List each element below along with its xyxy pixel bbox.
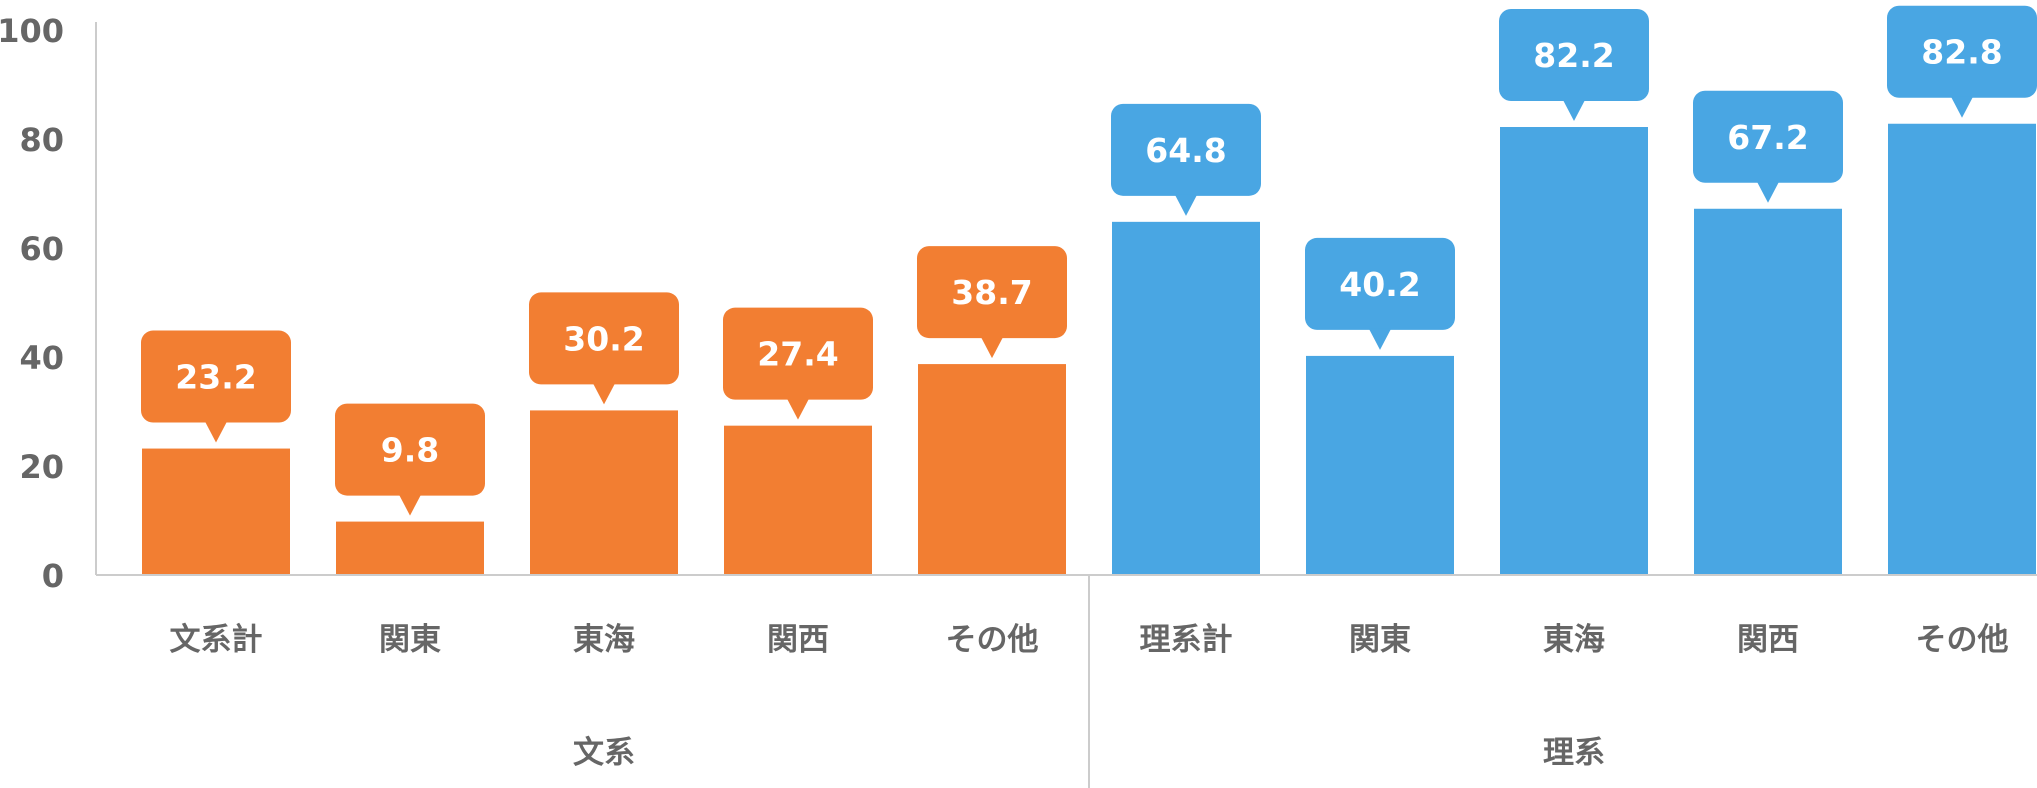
bar xyxy=(530,410,678,575)
x-tick-label: 関東 xyxy=(1349,622,1411,658)
y-tick-label: 20 xyxy=(19,448,64,486)
x-tick-label: 関西 xyxy=(767,622,829,658)
y-tick-label: 0 xyxy=(42,557,64,595)
bar xyxy=(336,521,484,575)
x-tick-label: 理系計 xyxy=(1140,622,1233,658)
bar xyxy=(1112,221,1260,575)
data-label: 30.2 xyxy=(563,319,644,358)
data-label: 40.2 xyxy=(1339,265,1420,304)
data-label: 64.8 xyxy=(1145,131,1226,170)
data-label-pointer xyxy=(981,337,1003,359)
data-label-pointer xyxy=(787,398,809,420)
data-label: 82.8 xyxy=(1921,33,2002,72)
x-tick-label: 東海 xyxy=(1543,622,1605,658)
bars xyxy=(142,123,2036,576)
data-labels: 23.2 9.8 30.2 27.4 38.7 64.8 40.2 82.2 67.2 82.8 xyxy=(141,5,2037,516)
y-tick-label: 100 xyxy=(0,12,64,50)
data-label-bubble xyxy=(1499,9,1649,102)
data-label-bubble xyxy=(917,246,1067,339)
data-label: 67.2 xyxy=(1727,118,1808,157)
x-tick-label: 文系計 xyxy=(170,622,263,658)
data-label-pointer xyxy=(1951,96,1973,118)
data-label-bubble xyxy=(335,403,485,496)
data-label-pointer xyxy=(1563,100,1585,122)
data-label: 9.8 xyxy=(381,431,439,470)
data-label-bubble xyxy=(1111,103,1261,196)
data-label-pointer xyxy=(593,383,615,405)
y-tick-label: 60 xyxy=(19,230,64,268)
bar xyxy=(918,364,1066,575)
y-tick-label: 40 xyxy=(19,339,64,377)
data-label-bubble xyxy=(141,330,291,423)
data-label-bubble xyxy=(529,292,679,385)
data-label: 38.7 xyxy=(951,273,1032,312)
bar xyxy=(1694,208,1842,575)
data-label-pointer xyxy=(399,494,421,516)
data-label-bubble xyxy=(1693,90,1843,183)
x-tick-label: 東海 xyxy=(573,622,635,658)
data-label-bubble xyxy=(1887,5,2037,98)
x-tick-label: その他 xyxy=(946,622,1039,658)
bar xyxy=(724,425,872,575)
x-tick-label: その他 xyxy=(1916,622,2009,658)
data-label-pointer xyxy=(1175,194,1197,216)
bar xyxy=(1888,123,2036,576)
bar xyxy=(1306,355,1454,575)
group-label: 文系 xyxy=(573,735,635,771)
group-label: 理系 xyxy=(1543,735,1605,771)
data-label-bubble xyxy=(1305,237,1455,330)
data-label-pointer xyxy=(1757,181,1779,203)
data-label: 82.2 xyxy=(1533,36,1614,75)
data-label-pointer xyxy=(1369,328,1391,350)
data-label-bubble xyxy=(723,307,873,400)
data-label-pointer xyxy=(205,421,227,443)
bar xyxy=(1500,127,1648,575)
y-axis: 0 20 40 60 80 100 xyxy=(0,12,97,595)
x-tick-label: 関西 xyxy=(1737,622,1799,658)
bar xyxy=(142,448,290,575)
data-label: 27.4 xyxy=(757,335,838,374)
y-tick-label: 80 xyxy=(19,121,64,159)
data-label: 23.2 xyxy=(175,358,256,397)
x-tick-label: 関東 xyxy=(379,622,441,658)
